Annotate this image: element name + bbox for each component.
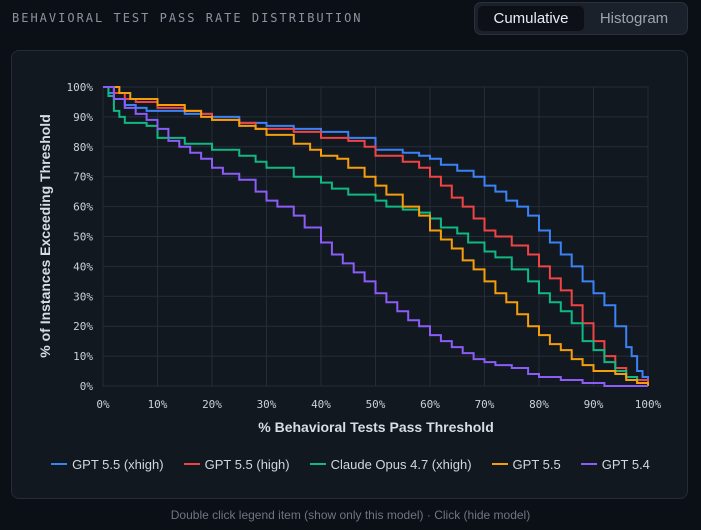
- x-tick-label: 70%: [475, 398, 495, 411]
- legend-item-gpt-5-5-high[interactable]: GPT 5.5 (high): [183, 455, 290, 473]
- series-line-gpt-5-5-xhigh[interactable]: [103, 86, 649, 384]
- y-tick-label: 100%: [67, 81, 94, 94]
- legend-hint: Double click legend item (show only this…: [170, 508, 531, 522]
- x-tick-label: 60%: [420, 398, 440, 411]
- y-tick-label: 30%: [73, 290, 93, 303]
- legend-swatch: [491, 463, 508, 465]
- chart-panel: [11, 50, 688, 499]
- x-tick-label: 50%: [366, 398, 386, 411]
- histogram-toggle-button[interactable]: Histogram: [599, 10, 669, 27]
- y-tick-label: 70%: [73, 171, 93, 184]
- legend: GPT 5.5 (xhigh) GPT 5.5 (high) Claude Opus…: [0, 455, 701, 473]
- view-toggle: Cumulative Histogram: [474, 2, 688, 35]
- x-axis-title: % Behavioral Tests Pass Threshold: [258, 419, 494, 435]
- x-tick-label: 40%: [311, 398, 331, 411]
- y-tick-label: 50%: [73, 231, 93, 244]
- x-tick-label: 20%: [202, 398, 222, 411]
- legend-label: Claude Opus 4.7 (xhigh): [330, 456, 472, 472]
- cumulative-toggle-button[interactable]: Cumulative: [478, 6, 584, 31]
- y-tick-label: 0%: [80, 380, 94, 393]
- x-tick-label: 10%: [148, 398, 168, 411]
- legend-item-gpt-5-4[interactable]: GPT 5.4: [580, 455, 650, 473]
- legend-swatch: [51, 463, 68, 465]
- series-line-gpt-5-4[interactable]: [103, 86, 648, 387]
- x-tick-label: 30%: [257, 398, 277, 411]
- y-tick-label: 10%: [73, 350, 93, 363]
- x-tick-label: 80%: [529, 398, 549, 411]
- y-tick-label: 20%: [73, 320, 93, 333]
- series-line-gpt-5-5[interactable]: [103, 86, 649, 386]
- legend-item-claude-opus-4-7-xhigh[interactable]: Claude Opus 4.7 (xhigh): [309, 455, 472, 473]
- x-tick-label: 0%: [96, 398, 110, 411]
- legend-swatch: [309, 463, 326, 465]
- legend-item-gpt-5-5[interactable]: GPT 5.5: [491, 455, 561, 473]
- legend-swatch: [183, 463, 200, 465]
- y-tick-label: 40%: [73, 260, 93, 273]
- y-tick-label: 60%: [73, 201, 93, 214]
- legend-label: GPT 5.4: [601, 456, 650, 472]
- chart-svg: 0% 10% 20% 30% 40% 50% 60% 70% 80% 90% 100% 0% 10% 20…: [37, 81, 662, 435]
- legend-label: GPT 5.5 (xhigh): [72, 456, 164, 472]
- x-tick-label: 90%: [584, 398, 604, 411]
- series-line-gpt-5-5-high[interactable]: [103, 86, 649, 384]
- y-tick-label: 90%: [73, 111, 93, 124]
- legend-label: GPT 5.5: [512, 456, 561, 472]
- page-title: BEHAVIORAL TEST PASS RATE DISTRIBUTION: [12, 11, 363, 25]
- y-tick-label: 80%: [73, 141, 93, 154]
- x-tick-label: 100%: [635, 398, 662, 411]
- legend-swatch: [580, 463, 597, 465]
- y-axis-title: % of Instances Exceeding Threshold: [37, 114, 53, 358]
- legend-label: GPT 5.5 (high): [204, 456, 290, 472]
- legend-item-gpt-5-5-xhigh[interactable]: GPT 5.5 (xhigh): [51, 455, 164, 473]
